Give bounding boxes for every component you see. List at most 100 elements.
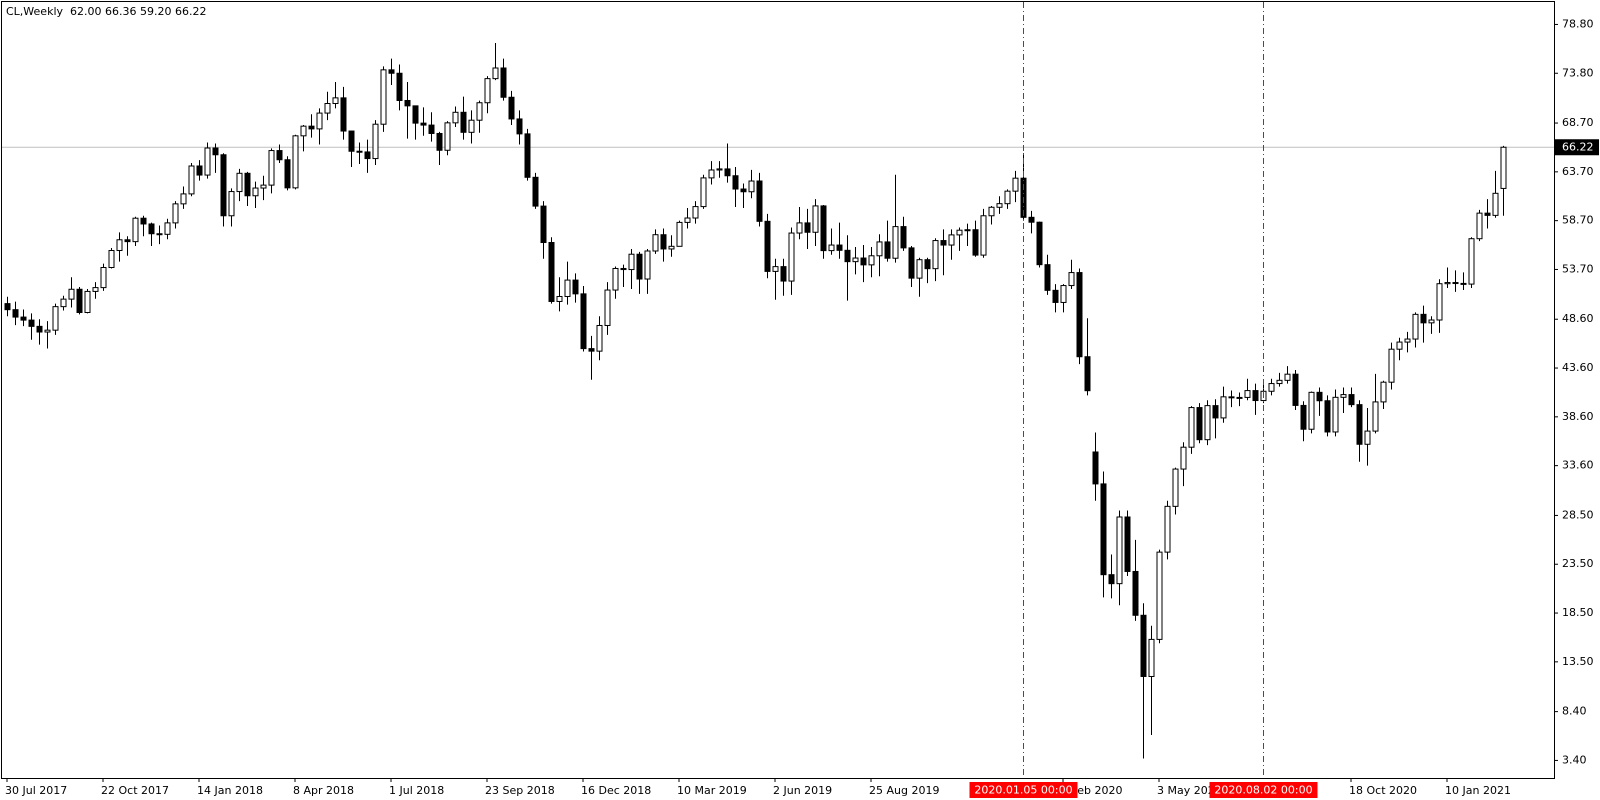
candle-body (956, 229, 963, 236)
y-tick-label: 73.80 (1562, 66, 1594, 79)
candle-body (796, 222, 803, 234)
candle-body (604, 289, 611, 326)
candle-body (1444, 282, 1451, 285)
candle-body (812, 205, 819, 233)
candle-body (1124, 516, 1131, 572)
candle-body (1252, 390, 1259, 402)
candle-body (852, 257, 859, 263)
x-tick-label: 25 Aug 2019 (869, 784, 939, 797)
candle-body (1348, 394, 1355, 406)
candle-body (484, 78, 491, 104)
candle-body (124, 239, 131, 243)
candle-body (548, 242, 555, 302)
candle-body (1388, 348, 1395, 383)
candle-body (820, 205, 827, 252)
candle-body (660, 234, 667, 250)
candle-body (708, 169, 715, 179)
candle-body (116, 239, 123, 252)
candle-body (652, 234, 659, 252)
candle-body (444, 122, 451, 151)
y-tick-label: 53.70 (1562, 262, 1594, 275)
x-tick-label: 10 Mar 2019 (677, 784, 747, 797)
candle-body (1412, 313, 1419, 340)
candle-body (140, 217, 147, 225)
candle-body (100, 266, 107, 289)
candle-body (1060, 285, 1067, 303)
candle-body (1172, 468, 1179, 507)
candle-body (780, 266, 787, 282)
candle-body (492, 67, 499, 80)
candle-body (1308, 391, 1315, 430)
candle-body (332, 97, 339, 105)
candle-body (44, 329, 51, 333)
candle-body (1244, 390, 1251, 398)
y-tick-label: 48.60 (1562, 312, 1594, 325)
candle-body (1372, 401, 1379, 432)
candle-body (1068, 272, 1075, 287)
candle-body (356, 150, 363, 153)
candle-body (196, 165, 203, 176)
candle-body (1180, 446, 1187, 470)
candle-body (156, 233, 163, 236)
candle-body (20, 316, 27, 321)
y-tick-label: 38.60 (1562, 410, 1594, 423)
candle-body (684, 217, 691, 223)
candle-body (260, 184, 267, 189)
candle-body (748, 180, 755, 193)
candle-body (1316, 391, 1323, 402)
candle-body (92, 287, 99, 292)
candle-body (1324, 400, 1331, 433)
candle-body (148, 223, 155, 235)
chart-title: CL,Weekly 62.00 66.36 59.20 66.22 (6, 5, 206, 18)
candle-body (924, 259, 931, 270)
candle-body (1340, 394, 1347, 398)
candle-body (476, 102, 483, 121)
candle-body (1012, 177, 1019, 192)
candle-body (276, 150, 283, 161)
candle-body (564, 279, 571, 297)
candle-body (716, 168, 723, 171)
candle-body (836, 244, 843, 251)
candle-body (1228, 396, 1235, 399)
x-tick-label: 2 Jun 2019 (773, 784, 832, 797)
candle-body (940, 240, 947, 246)
candle-body (932, 240, 939, 270)
candle-body (580, 293, 587, 350)
candle-body (388, 69, 395, 74)
plot-frame (1, 1, 1555, 779)
candle-body (828, 244, 835, 252)
candle-body (1420, 313, 1427, 324)
candle-body (620, 267, 627, 271)
candle-body (4, 303, 11, 311)
current-price-label: 66.22 (1562, 141, 1594, 154)
candle-body (60, 298, 67, 308)
candle-body (1404, 338, 1411, 343)
event-label-box (1209, 782, 1318, 798)
candle-body (1428, 319, 1435, 324)
candle-body (740, 188, 747, 193)
candle-body (964, 229, 971, 232)
candle-body (1140, 614, 1147, 677)
candle-body (404, 99, 411, 107)
candle-body (1500, 146, 1507, 189)
y-tick-label: 43.60 (1562, 361, 1594, 374)
candle-body (516, 118, 523, 135)
candle-body (1476, 212, 1483, 240)
candle-body (860, 257, 867, 266)
candle-body (892, 226, 899, 259)
x-tick-label: 30 Jul 2017 (5, 784, 67, 797)
candle-body (524, 133, 531, 178)
candle-body (1196, 407, 1203, 441)
candle-body (844, 249, 851, 263)
candle-body (804, 222, 811, 233)
candle-body (700, 177, 707, 208)
candle-body (588, 348, 595, 352)
y-tick-label: 3.40 (1562, 753, 1587, 766)
candle-body (204, 147, 211, 176)
candle-body (236, 172, 243, 193)
candle-body (220, 154, 227, 217)
candle-body (908, 247, 915, 279)
candle-body (996, 203, 1003, 208)
candle-body (1332, 396, 1339, 433)
